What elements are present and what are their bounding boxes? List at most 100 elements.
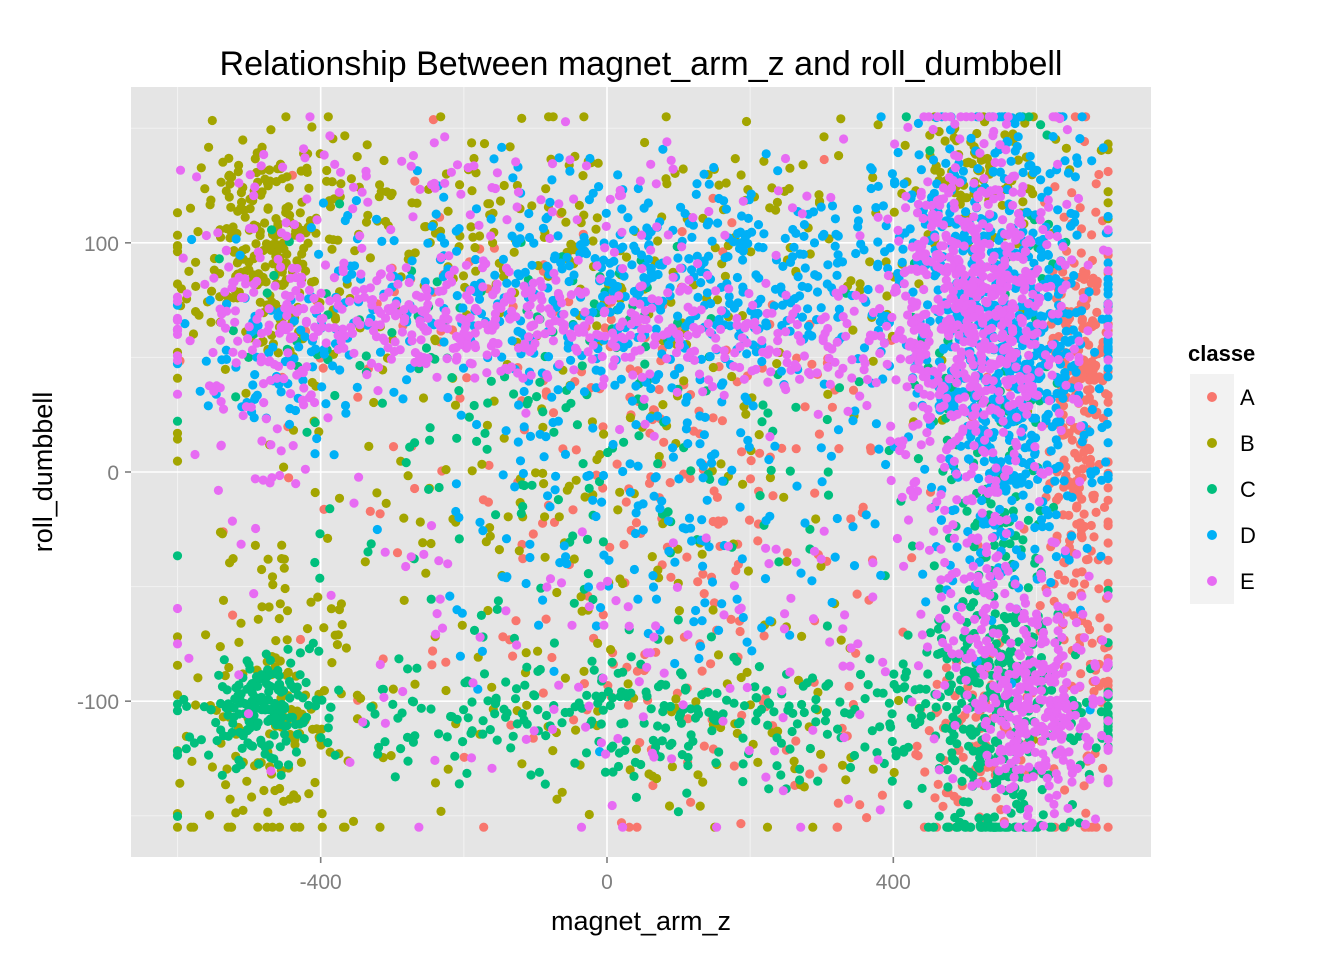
point-A: [759, 631, 769, 641]
point-D: [833, 425, 844, 435]
point-D: [735, 502, 745, 512]
point-A: [538, 688, 548, 698]
point-C: [955, 685, 965, 695]
point-B: [292, 256, 302, 266]
point-D: [501, 534, 512, 544]
point-E: [970, 371, 980, 381]
point-D: [352, 382, 362, 392]
point-D: [1061, 326, 1071, 336]
point-E: [921, 309, 931, 319]
point-C: [538, 407, 548, 417]
point-C: [738, 733, 748, 743]
point-C: [1058, 822, 1068, 832]
point-D: [1090, 347, 1100, 357]
point-A: [1087, 230, 1097, 240]
point-D: [704, 251, 714, 261]
point-D: [608, 439, 618, 450]
point-D: [452, 291, 462, 301]
point-B: [673, 544, 683, 554]
point-D: [518, 468, 529, 479]
point-A: [1075, 203, 1085, 213]
point-E: [1032, 319, 1042, 329]
point-C: [238, 731, 248, 741]
point-B: [753, 757, 763, 768]
point-E: [839, 134, 849, 144]
point-D: [458, 303, 468, 313]
point-C: [530, 691, 540, 701]
point-B: [782, 556, 792, 567]
point-B: [206, 317, 216, 327]
point-E: [1098, 245, 1109, 255]
point-C: [952, 739, 962, 749]
point-C: [269, 270, 279, 281]
point-D: [1097, 422, 1107, 433]
point-D: [235, 250, 245, 260]
point-B: [436, 806, 446, 817]
point-B: [326, 604, 336, 614]
point-A: [666, 572, 676, 582]
point-A: [606, 314, 616, 325]
point-D: [793, 272, 803, 282]
point-A: [1098, 763, 1108, 774]
point-E: [1083, 326, 1093, 336]
point-D: [625, 459, 635, 469]
point-C: [566, 398, 576, 408]
point-C: [569, 598, 579, 608]
point-B: [517, 759, 527, 769]
point-B: [837, 760, 848, 770]
point-C: [802, 678, 812, 688]
point-D: [1028, 168, 1039, 178]
point-B: [552, 587, 562, 598]
point-D: [747, 646, 757, 656]
point-A: [392, 548, 403, 558]
point-D: [1070, 172, 1080, 182]
point-A: [665, 478, 675, 488]
point-C: [686, 704, 696, 714]
point-C: [849, 750, 860, 761]
point-B: [277, 174, 287, 184]
point-C: [253, 718, 263, 728]
point-D: [652, 411, 663, 421]
point-C: [970, 521, 980, 531]
point-A: [1094, 372, 1104, 382]
point-C: [629, 771, 639, 782]
point-D: [439, 192, 449, 202]
point-B: [231, 808, 241, 818]
point-B: [771, 205, 781, 215]
point-C: [711, 758, 721, 768]
point-D: [1087, 478, 1097, 488]
point-D: [1051, 510, 1061, 520]
point-B: [284, 183, 294, 193]
point-B: [1013, 155, 1023, 165]
point-A: [569, 715, 579, 725]
point-D: [945, 144, 955, 154]
point-B: [548, 746, 558, 756]
point-D: [742, 637, 752, 647]
point-D: [717, 476, 728, 486]
point-C: [921, 699, 931, 709]
point-E: [1003, 112, 1013, 122]
point-C: [335, 199, 345, 209]
point-D: [534, 620, 544, 630]
point-D: [856, 239, 866, 249]
point-C: [591, 691, 601, 701]
point-C: [891, 746, 901, 756]
point-E: [1042, 240, 1052, 250]
point-D: [1070, 217, 1080, 227]
point-B: [363, 210, 373, 220]
point-B: [225, 794, 235, 804]
point-E: [1016, 427, 1026, 437]
point-B: [708, 362, 718, 373]
point-D: [562, 252, 572, 262]
point-C: [942, 822, 952, 832]
point-C: [835, 697, 845, 707]
point-D: [963, 454, 974, 464]
point-B: [224, 662, 234, 673]
point-E: [996, 286, 1006, 296]
point-D: [560, 449, 571, 459]
point-D: [502, 278, 512, 288]
point-C: [416, 703, 426, 713]
point-D: [1067, 362, 1077, 372]
point-A: [807, 359, 817, 369]
point-D: [1103, 372, 1113, 382]
